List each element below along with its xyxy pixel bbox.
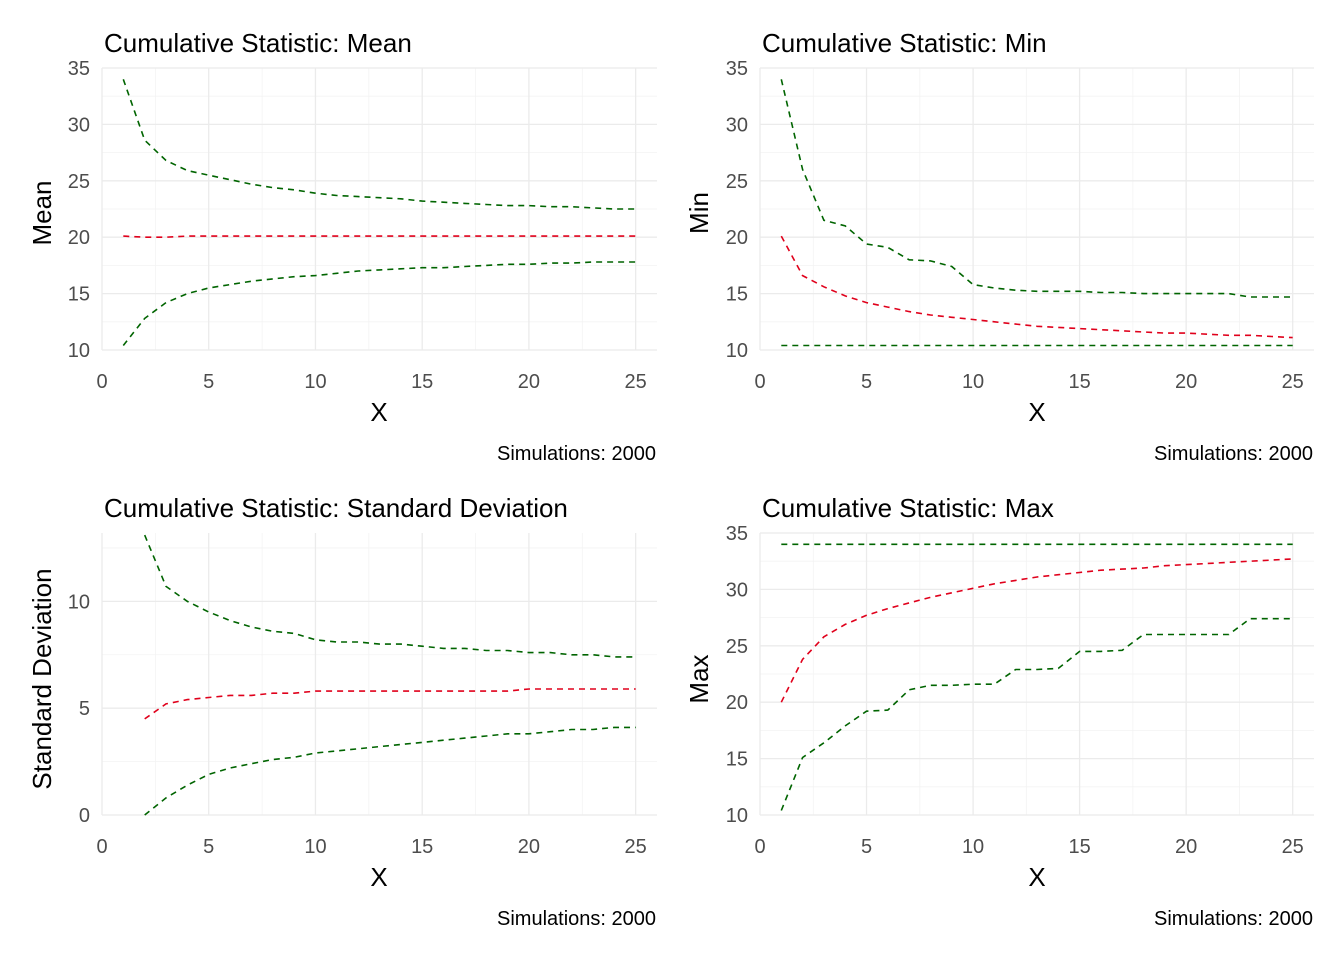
y-tick-label: 25 bbox=[726, 636, 748, 658]
series-line-center bbox=[144, 688, 636, 720]
y-tick-label: 10 bbox=[68, 591, 90, 613]
y-tick-label: 30 bbox=[68, 114, 90, 136]
y-axis-label: Standard Deviation bbox=[27, 568, 57, 789]
chart-panel-standard-deviation: Cumulative Statistic: Standard Deviation… bbox=[27, 493, 657, 930]
y-tick-label: 25 bbox=[68, 171, 90, 193]
x-tick-label: 5 bbox=[861, 836, 872, 858]
y-axis-label: Min bbox=[684, 192, 714, 234]
y-tick-label: 30 bbox=[726, 579, 748, 601]
y-tick-label: 35 bbox=[68, 58, 90, 80]
x-tick-label: 20 bbox=[518, 371, 540, 393]
x-tick-label: 15 bbox=[1068, 836, 1090, 858]
y-tick-label: 10 bbox=[68, 340, 90, 362]
x-tick-label: 25 bbox=[625, 836, 647, 858]
x-tick-label: 25 bbox=[1282, 836, 1304, 858]
caption: Simulations: 2000 bbox=[497, 443, 656, 465]
y-tick-label: 15 bbox=[68, 284, 90, 306]
x-tick-label: 25 bbox=[1282, 371, 1304, 393]
caption: Simulations: 2000 bbox=[1154, 908, 1313, 930]
series-line-center bbox=[123, 235, 636, 238]
x-tick-label: 5 bbox=[203, 371, 214, 393]
x-tick-label: 10 bbox=[962, 836, 984, 858]
chart-panel-mean: Cumulative Statistic: Mean Mean X Simula… bbox=[27, 28, 657, 465]
x-tick-label: 10 bbox=[304, 836, 326, 858]
chart-panel-max: Cumulative Statistic: Max Max X Simulati… bbox=[684, 493, 1314, 930]
grid bbox=[101, 67, 657, 351]
y-tick-label: 25 bbox=[726, 171, 748, 193]
chart-title: Cumulative Statistic: Max bbox=[762, 493, 1054, 523]
y-axis-label: Max bbox=[684, 654, 714, 703]
y-tick-label: 10 bbox=[726, 340, 748, 362]
x-tick-label: 0 bbox=[96, 836, 107, 858]
series-line-center bbox=[780, 235, 1293, 339]
x-tick-label: 15 bbox=[411, 836, 433, 858]
series-line-upper bbox=[143, 534, 636, 658]
y-axis-label: Mean bbox=[27, 180, 57, 245]
y-tick-label: 30 bbox=[726, 114, 748, 136]
caption: Simulations: 2000 bbox=[497, 908, 656, 930]
y-tick-label: 20 bbox=[726, 227, 748, 249]
caption: Simulations: 2000 bbox=[1154, 443, 1313, 465]
y-tick-label: 0 bbox=[79, 805, 90, 827]
series-line-lower bbox=[122, 261, 636, 346]
grid bbox=[101, 533, 657, 816]
x-axis-label: X bbox=[370, 397, 387, 427]
y-tick-label: 35 bbox=[726, 523, 748, 545]
x-tick-label: 15 bbox=[411, 371, 433, 393]
x-axis-label: X bbox=[370, 862, 387, 892]
x-tick-label: 20 bbox=[1175, 371, 1197, 393]
y-tick-label: 5 bbox=[79, 698, 90, 720]
chart-title: Cumulative Statistic: Mean bbox=[104, 28, 412, 58]
series-line-lower bbox=[780, 617, 1293, 811]
series-line-lower bbox=[144, 726, 636, 816]
y-tick-label: 35 bbox=[726, 58, 748, 80]
y-tick-label: 10 bbox=[726, 805, 748, 827]
grid bbox=[759, 67, 1314, 351]
x-tick-label: 20 bbox=[1175, 836, 1197, 858]
x-tick-label: 15 bbox=[1068, 371, 1090, 393]
x-tick-label: 0 bbox=[754, 371, 765, 393]
x-tick-label: 10 bbox=[304, 371, 326, 393]
series-line-center bbox=[780, 558, 1293, 703]
x-tick-label: 0 bbox=[754, 836, 765, 858]
series-line-upper bbox=[122, 79, 636, 210]
chart-title: Cumulative Statistic: Min bbox=[762, 28, 1047, 58]
x-tick-label: 5 bbox=[203, 836, 214, 858]
x-tick-label: 10 bbox=[962, 371, 984, 393]
chart-title: Cumulative Statistic: Standard Deviation bbox=[104, 493, 568, 523]
y-tick-label: 15 bbox=[726, 284, 748, 306]
y-tick-label: 15 bbox=[726, 749, 748, 771]
y-tick-label: 20 bbox=[726, 692, 748, 714]
x-tick-label: 5 bbox=[861, 371, 872, 393]
y-tick-label: 20 bbox=[68, 227, 90, 249]
x-tick-label: 25 bbox=[625, 371, 647, 393]
chart-panel-min: Cumulative Statistic: Min Min X Simulati… bbox=[684, 28, 1314, 465]
x-tick-label: 0 bbox=[96, 371, 107, 393]
x-axis-label: X bbox=[1028, 397, 1045, 427]
series-line-upper bbox=[780, 79, 1293, 298]
grid bbox=[759, 532, 1314, 816]
x-axis-label: X bbox=[1028, 862, 1045, 892]
x-tick-label: 20 bbox=[518, 836, 540, 858]
